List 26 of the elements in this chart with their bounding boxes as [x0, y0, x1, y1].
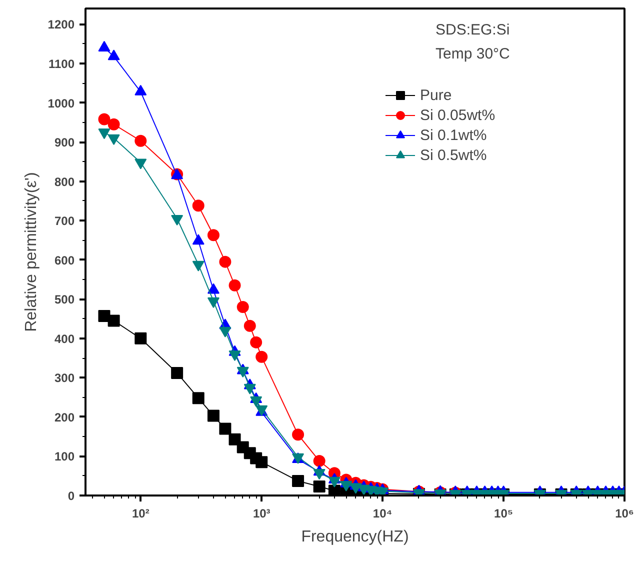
annotation: SDS:EG:Si: [436, 22, 510, 38]
y-tick-label: 100: [54, 450, 75, 464]
y-tick-label: 800: [54, 174, 75, 189]
y-tick-label: 900: [54, 136, 75, 150]
legend-label: Si 0.1wt%: [420, 126, 487, 144]
y-tick-label: 1100: [48, 56, 75, 71]
x-tick-label: 10⁴: [372, 506, 392, 520]
y-axis-title: Relative permittivity(ε'): [22, 172, 40, 332]
y-tick-label: 0: [68, 489, 75, 503]
y-tick-label: 1200: [48, 18, 75, 32]
legend-label: Si 0.5wt%: [420, 146, 487, 164]
x-axis-title: Frequency(HZ): [301, 528, 409, 546]
x-tick-label: 10⁵: [494, 506, 514, 520]
y-tick-label: 600: [54, 253, 75, 268]
y-tick-label: 300: [54, 371, 75, 386]
annotation: Temp 30°C: [436, 46, 510, 62]
y-tick-label: 500: [54, 292, 75, 307]
x-tick-label: 10³: [252, 506, 270, 520]
legend-label: Pure: [420, 86, 452, 104]
y-tick-label: 200: [54, 410, 75, 424]
y-tick-label: 700: [54, 214, 75, 228]
x-tick-label: 10⁶: [615, 506, 634, 520]
x-tick-label: 10²: [132, 506, 150, 520]
legend-label: Si 0.05wt%: [420, 106, 496, 124]
y-tick-label: 400: [54, 332, 75, 346]
y-tick-label: 1000: [48, 96, 75, 110]
